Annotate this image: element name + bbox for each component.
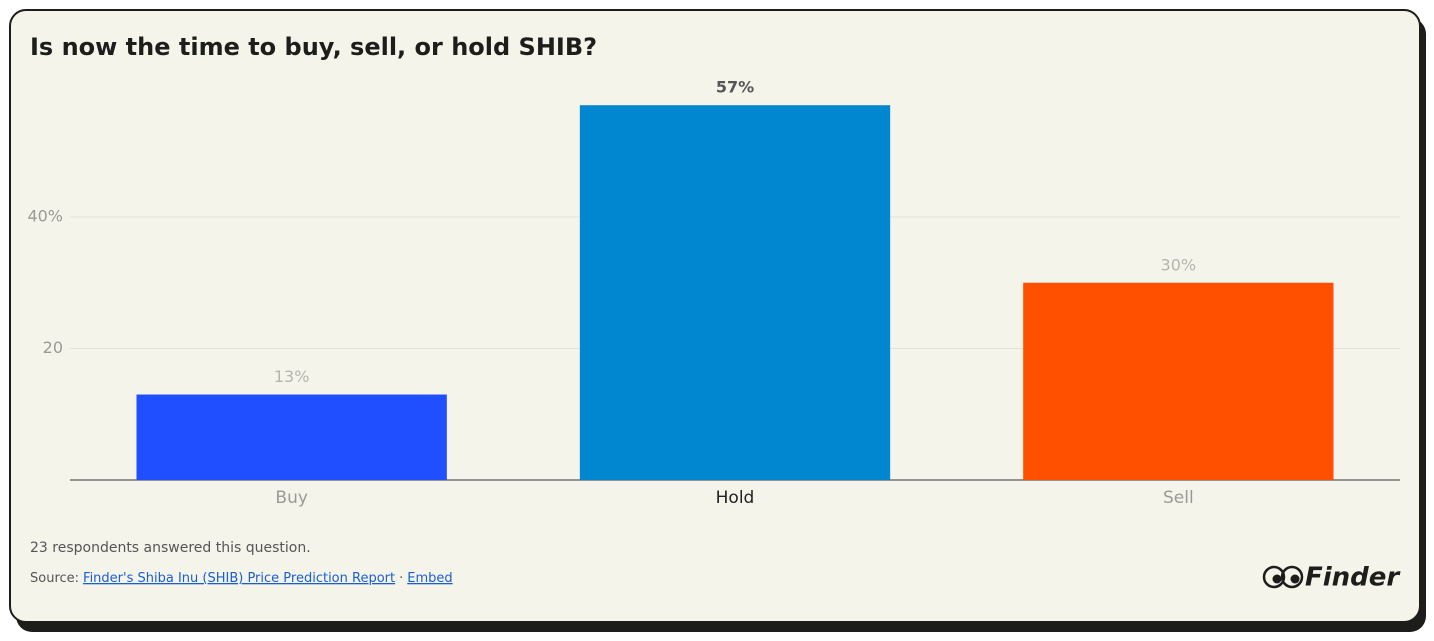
y-tick-label: 40% — [27, 207, 63, 226]
logo-text: Finder — [1305, 563, 1401, 593]
value-label: 13% — [274, 367, 310, 386]
source-line: Source: Finder's Shiba Inu (SHIB) Price P… — [30, 571, 453, 586]
x-tick-label: Buy — [275, 488, 308, 508]
x-tick-label: Sell — [1163, 488, 1194, 508]
logo-icon — [1262, 565, 1304, 589]
bar — [579, 105, 891, 480]
embed-link[interactable]: Embed — [407, 571, 452, 586]
respondents-note: 23 respondents answered this question. — [30, 540, 311, 556]
separator: · — [399, 571, 403, 586]
bar — [1023, 282, 1334, 480]
source-label: Source: — [30, 571, 79, 586]
x-tick-label: Hold — [716, 488, 755, 508]
value-label: 30% — [1161, 255, 1197, 274]
source-link[interactable]: Finder's Shiba Inu (SHIB) Price Predicti… — [83, 571, 395, 586]
value-label: 57% — [716, 78, 754, 97]
chart-title: Is now the time to buy, sell, or hold SH… — [30, 33, 597, 61]
y-tick-label: 20 — [43, 338, 63, 357]
bar — [136, 394, 447, 480]
